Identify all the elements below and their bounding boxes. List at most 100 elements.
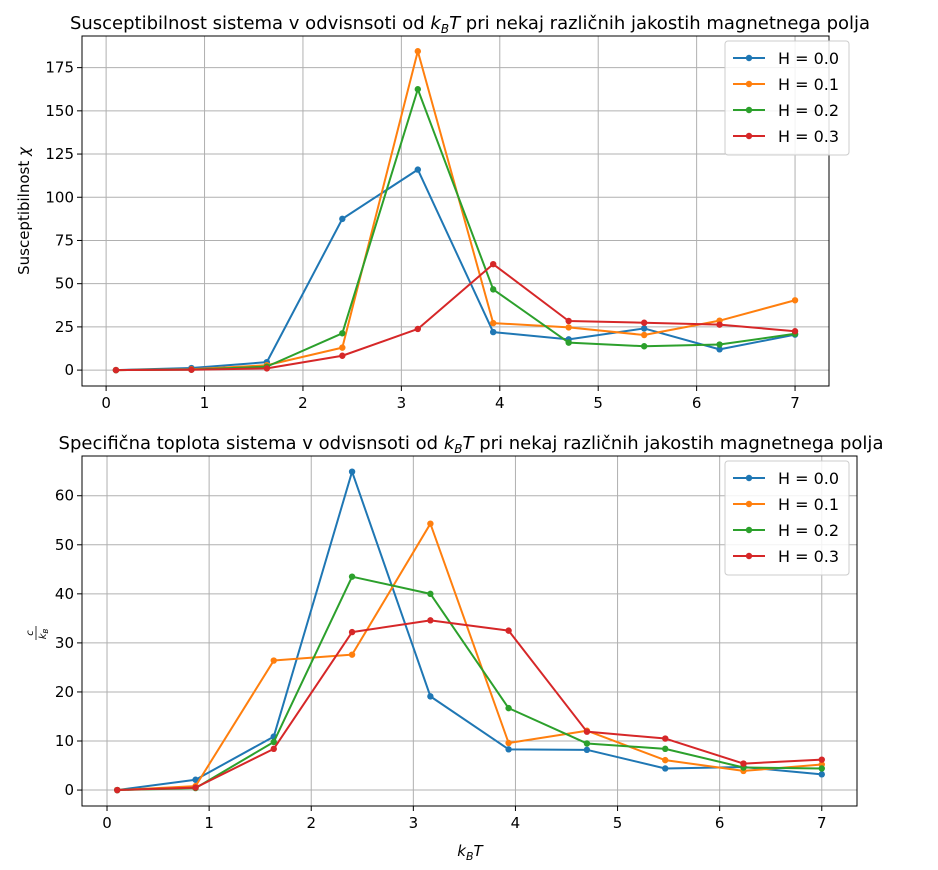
data-point — [662, 756, 669, 764]
legend-label: H = 0.0 — [778, 469, 839, 488]
legend-label: H = 0.3 — [778, 127, 839, 146]
data-point — [270, 745, 277, 753]
data-point — [791, 297, 799, 304]
susceptibility-chart: Susceptibilnost sistema v odvisnsoti od … — [15, 13, 870, 412]
data-point — [818, 765, 825, 772]
legend-label: H = 0.1 — [778, 75, 839, 94]
data-point — [414, 48, 422, 55]
legend-swatch-marker — [745, 500, 753, 508]
plot-area — [114, 468, 825, 794]
data-point — [114, 786, 121, 794]
data-point — [489, 328, 497, 336]
data-point — [192, 784, 199, 791]
y-tick-label: 175 — [45, 59, 74, 77]
data-point — [640, 343, 648, 350]
chart-title: Susceptibilnost sistema v odvisnsoti od … — [70, 13, 870, 36]
data-point — [489, 286, 497, 293]
legend-swatch-marker — [745, 474, 753, 482]
data-point — [270, 738, 277, 746]
legend: H = 0.0 H = 0.1 H = 0.2 H = 0.3 — [724, 40, 850, 156]
x-tick-label: 4 — [495, 394, 505, 412]
data-point — [348, 651, 356, 658]
series-line — [115, 263, 796, 372]
legend-swatch-marker — [745, 132, 753, 140]
data-point — [414, 86, 422, 93]
y-axis-label: c kB — [25, 626, 50, 640]
legend-label: H = 0.0 — [778, 49, 839, 68]
legend-swatch-marker — [745, 106, 753, 114]
legend-swatch-marker — [745, 552, 753, 560]
data-point — [348, 468, 356, 475]
data-point — [505, 704, 512, 712]
y-tick-label: 150 — [45, 102, 74, 120]
data-point — [339, 330, 346, 337]
x-tick-label: 1 — [200, 394, 210, 412]
y-label-numerator: c — [25, 630, 36, 636]
data-point — [505, 739, 512, 747]
data-point — [740, 760, 747, 767]
grid — [82, 36, 829, 386]
x-tick-label: 5 — [593, 394, 603, 412]
data-point — [716, 341, 723, 348]
axes-frame — [81, 35, 830, 387]
legend-label: H = 0.2 — [778, 101, 839, 120]
data-point — [270, 657, 277, 664]
data-point — [348, 573, 356, 580]
legend-label: H = 0.1 — [778, 495, 839, 514]
y-tick-label: 60 — [55, 487, 74, 505]
legend-swatch-marker — [745, 80, 753, 88]
legend-swatch-marker — [745, 526, 753, 534]
y-tick-label: 50 — [55, 536, 74, 554]
data-point — [662, 735, 669, 742]
series-line — [117, 619, 822, 792]
data-point — [348, 628, 356, 636]
x-tick-label: 2 — [306, 814, 316, 832]
y-tick-label: 10 — [55, 732, 74, 750]
y-tick-label: 0 — [64, 361, 74, 379]
series-line — [117, 522, 822, 792]
data-point — [565, 324, 572, 331]
x-tick-label: 6 — [692, 394, 702, 412]
x-tick-label: 0 — [102, 814, 112, 832]
x-tick-label: 6 — [715, 814, 725, 832]
data-point — [427, 590, 434, 598]
data-point — [489, 319, 497, 327]
data-point — [505, 746, 512, 753]
data-point — [583, 746, 591, 754]
series-line — [115, 88, 796, 372]
data-point — [583, 740, 591, 747]
legend-label: H = 0.3 — [778, 547, 839, 566]
data-point — [192, 776, 199, 783]
specific-heat-chart: Specifična toplota sistema v odvisnsoti … — [25, 433, 883, 863]
y-tick-label: 25 — [55, 318, 74, 336]
plot-area — [112, 48, 799, 374]
series-line — [117, 575, 822, 792]
axis-ticks: 0 1 2 3 4 5 6 7 0 25 50 75 100 125 150 175 — [45, 59, 799, 412]
data-point — [112, 366, 120, 374]
data-point — [716, 321, 723, 328]
x-tick-label: 0 — [101, 394, 111, 412]
x-tick-label: 7 — [790, 394, 800, 412]
x-tick-label: 2 — [298, 394, 308, 412]
y-tick-label: 125 — [45, 145, 74, 163]
y-label-denominator: kB — [38, 629, 50, 640]
axes-frame — [81, 455, 858, 807]
data-point — [339, 344, 346, 351]
y-tick-label: 100 — [45, 188, 74, 206]
data-point — [414, 166, 422, 173]
y-tick-label: 30 — [55, 634, 74, 652]
data-point — [640, 319, 648, 326]
data-point — [339, 215, 346, 223]
legend-swatch-marker — [745, 54, 753, 62]
data-point — [791, 328, 799, 335]
data-point — [188, 366, 195, 373]
axis-ticks: 0 1 2 3 4 5 6 7 0 10 20 30 40 50 60 — [55, 487, 827, 832]
data-point — [662, 745, 669, 753]
legend-box — [724, 40, 850, 156]
y-tick-label: 75 — [55, 231, 74, 249]
data-point — [263, 365, 271, 372]
data-point — [565, 317, 572, 325]
data-point — [640, 331, 648, 339]
legend: H = 0.0 H = 0.1 H = 0.2 H = 0.3 — [724, 460, 850, 576]
x-tick-label: 3 — [397, 394, 407, 412]
